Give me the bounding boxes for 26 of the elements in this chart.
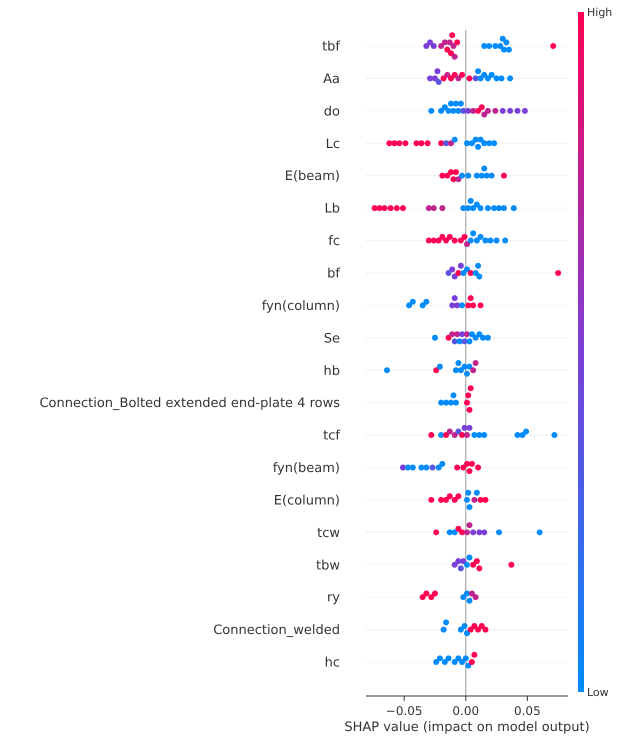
y-tick-label: Connection_welded (213, 623, 340, 638)
y-tick-label: Se (324, 331, 340, 346)
y-tick-label: hc (324, 656, 340, 671)
color-bar-label: High (587, 6, 612, 19)
y-tick-label: Lb (324, 202, 340, 217)
y-tick-label: do (324, 104, 340, 120)
y-tick-label: Lc (326, 136, 340, 152)
x-tick-label: −0.05 (386, 704, 423, 718)
x-tick-label: 0.05 (514, 704, 541, 718)
y-tick-label: fyn(beam) (272, 461, 340, 476)
y-tick-label: hb (324, 364, 340, 379)
y-tick-label: tcw (317, 526, 340, 541)
y-tick-label: Connection_Bolted extended end-plate 4 rows (39, 396, 340, 412)
y-tick-label: Aa (323, 72, 340, 87)
y-tick-label: ry (326, 590, 340, 606)
y-tick-label: E(column) (274, 493, 340, 508)
x-axis-title: SHAP value (impact on model output) (344, 720, 590, 735)
color-bar-label: Low (587, 686, 609, 699)
y-tick-label: fc (328, 234, 340, 250)
x-tick-label: 0.00 (452, 704, 480, 718)
y-tick-label: fyn(column) (262, 298, 340, 314)
y-tick-label: E(beam) (284, 169, 340, 184)
y-tick-label: tbf (322, 40, 340, 55)
y-tick-label: tbw (316, 558, 340, 574)
y-tick-label: tcf (323, 428, 340, 444)
y-tick-label: bf (327, 266, 340, 282)
